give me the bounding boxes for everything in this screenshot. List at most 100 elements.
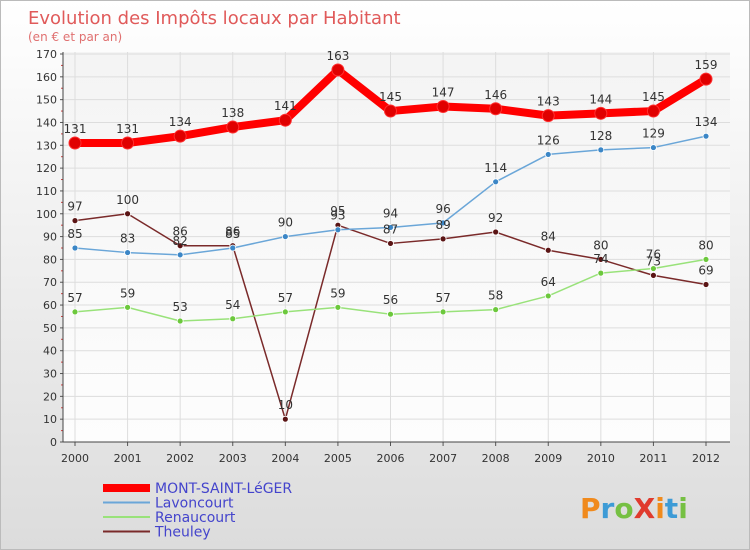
data-label: 93 (330, 209, 345, 223)
data-point (176, 251, 184, 259)
x-tick-label: 2010 (587, 452, 615, 465)
data-label: 144 (589, 92, 612, 106)
data-point (650, 265, 657, 272)
data-label: 76 (646, 248, 661, 262)
data-label: 147 (432, 85, 455, 99)
y-tick-label: 160 (36, 71, 57, 84)
data-label: 82 (173, 234, 188, 248)
data-point (71, 308, 79, 316)
data-point (124, 303, 131, 311)
data-label: 145 (642, 90, 665, 104)
data-point (702, 256, 710, 263)
data-label: 74 (593, 252, 608, 266)
axes: 0 10 20 30 40 50 60 70 80 90 100 110 120 130 140 150 160… (36, 48, 730, 465)
y-tick-label: 0 (50, 436, 57, 449)
data-label: 97 (67, 200, 82, 214)
x-tick-label: 2001 (114, 452, 142, 465)
x-tick-label: 2011 (639, 452, 667, 465)
y-tick-label: 100 (36, 208, 57, 221)
data-label: 86 (173, 225, 188, 239)
data-label: 92 (488, 211, 503, 225)
legend-label: MONT-SAINT-LéGER (155, 481, 292, 497)
data-label: 56 (383, 293, 398, 307)
logo-letter: X (634, 492, 656, 525)
data-point (436, 99, 450, 113)
series-layer (68, 63, 713, 423)
data-label: 159 (695, 58, 718, 72)
data-point (121, 136, 135, 150)
data-label: 80 (593, 238, 608, 252)
data-label: 84 (541, 229, 556, 243)
data-point (68, 136, 82, 150)
data-label: 73 (646, 254, 661, 268)
x-tick-label: 2009 (534, 452, 562, 465)
data-point (334, 226, 342, 234)
y-tick-label: 140 (36, 116, 57, 129)
data-point (281, 308, 289, 316)
y-tick-label: 120 (36, 162, 57, 175)
data-point (71, 244, 79, 252)
data-point (229, 244, 237, 252)
data-point (387, 224, 394, 231)
data-point (541, 109, 555, 123)
data-point (176, 317, 184, 325)
data-point (331, 63, 345, 77)
data-label: 89 (435, 218, 450, 232)
legend-label: Renaucourt (155, 510, 236, 526)
data-label: 57 (67, 291, 82, 305)
x-tick-label: 2003 (219, 452, 247, 465)
x-tick-label: 2007 (429, 452, 457, 465)
data-label: 58 (488, 289, 503, 303)
y-tick-label: 40 (43, 345, 57, 358)
svg-text:ProXiti: ProXiti (580, 492, 688, 525)
data-label: 59 (330, 286, 345, 300)
data-point (384, 104, 397, 118)
data-label: 59 (120, 286, 135, 300)
data-label: 53 (173, 300, 188, 314)
y-tick-label: 110 (36, 185, 57, 198)
data-point (492, 228, 500, 236)
data-label: 163 (326, 49, 349, 63)
data-label: 69 (698, 264, 713, 278)
data-point (387, 240, 394, 247)
data-label: 143 (537, 95, 560, 109)
data-point (229, 315, 237, 323)
legend: MONT-SAINT-LéGERLavoncourtRenaucourtTheu… (103, 481, 292, 541)
data-point (281, 415, 289, 423)
data-label: 85 (225, 227, 240, 241)
y-tick-label: 60 (43, 299, 57, 312)
data-point (544, 292, 552, 300)
data-label: 80 (698, 238, 713, 252)
data-point (544, 246, 552, 254)
data-point (124, 210, 131, 218)
logo-letter: i (678, 492, 688, 525)
legend-label: Lavoncourt (155, 496, 234, 512)
data-label: 96 (435, 202, 450, 216)
data-point (173, 129, 187, 143)
y-tick-label: 50 (43, 322, 57, 335)
data-label: 138 (221, 106, 244, 120)
data-label: 145 (379, 90, 402, 104)
data-point (597, 256, 605, 263)
data-label: 126 (537, 133, 560, 147)
data-point (439, 235, 447, 243)
data-point (702, 132, 710, 140)
data-point (124, 249, 131, 256)
data-label: 64 (541, 275, 556, 289)
data-label: 95 (330, 204, 345, 218)
chart-subtitle: (en € et par an) (28, 30, 122, 44)
chart-title: Evolution des Impôts locaux par Habitant (28, 8, 401, 29)
data-label: 128 (589, 129, 612, 143)
x-tick-label: 2012 (692, 452, 720, 465)
x-tick-label: 2000 (61, 452, 89, 465)
data-labels: 97 100 86 86 10 95 87 89 92 84 80 73 69 57 59 53 54 57 59 5… (64, 49, 718, 412)
data-point (226, 120, 240, 134)
data-label: 94 (383, 206, 398, 220)
logo-letter: o (614, 492, 633, 525)
data-point (597, 269, 605, 277)
y-tick-label: 90 (43, 231, 57, 244)
data-point (71, 217, 79, 225)
data-point (699, 72, 713, 86)
x-tick-label: 2005 (324, 452, 352, 465)
